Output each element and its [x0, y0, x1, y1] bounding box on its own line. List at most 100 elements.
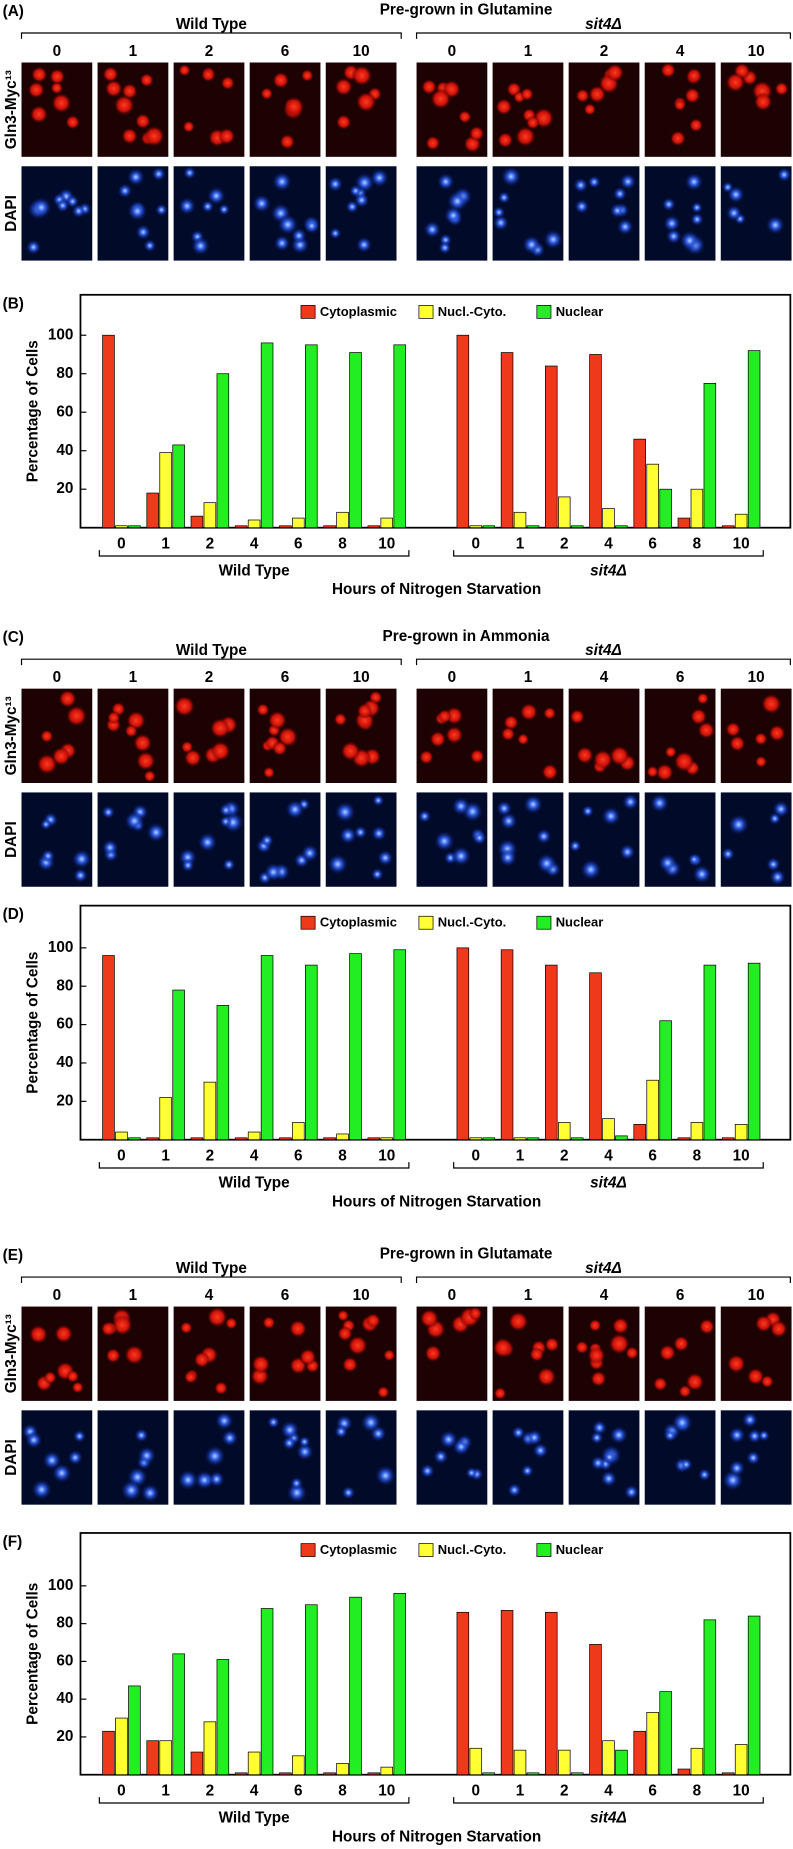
panel-label: (F)	[3, 1533, 23, 1550]
cell	[685, 1372, 705, 1392]
cell	[774, 81, 789, 96]
cell	[220, 76, 235, 91]
micrograph	[644, 166, 716, 261]
x-tick-label: 10	[733, 1147, 750, 1164]
y-axis-label: Percentage of Cells	[24, 952, 41, 1094]
bar	[349, 352, 362, 529]
bracket	[415, 32, 791, 39]
row-label: Gln3-Myc¹³	[3, 696, 20, 775]
group-label: sit4Δ	[590, 1809, 627, 1826]
micrograph	[97, 166, 169, 261]
bar	[323, 525, 336, 529]
cell	[251, 1354, 271, 1374]
bar	[336, 1133, 349, 1141]
time-label: 10	[748, 1287, 765, 1304]
y-tick-label: 100	[48, 1577, 74, 1594]
cell	[124, 1344, 145, 1365]
cell	[529, 1346, 545, 1362]
cell	[433, 1449, 449, 1465]
cell	[65, 115, 80, 130]
y-axis-label: Percentage of Cells	[24, 1583, 41, 1725]
bar	[336, 1763, 349, 1776]
x-tick-label: 8	[693, 1147, 702, 1164]
time-label: 10	[748, 43, 765, 60]
cell	[28, 1324, 48, 1344]
group-name: Wild Type	[176, 16, 247, 33]
bar	[703, 964, 717, 1141]
bracket	[20, 658, 402, 666]
cell	[496, 800, 513, 817]
bar	[349, 953, 362, 1141]
bar	[216, 1005, 230, 1141]
bar	[203, 1721, 217, 1776]
cell	[754, 1314, 773, 1333]
cell	[256, 703, 270, 717]
micrograph	[249, 1306, 321, 1401]
cell	[177, 1469, 199, 1491]
time-label: 0	[53, 43, 62, 60]
bar	[305, 964, 318, 1141]
bar	[734, 513, 748, 529]
time-label: 1	[129, 669, 138, 686]
cell	[659, 1344, 676, 1362]
cell	[511, 1425, 526, 1440]
x-tick-label: 4	[604, 535, 613, 552]
bar	[456, 947, 470, 1141]
micrograph	[325, 1410, 397, 1505]
cell	[568, 839, 582, 853]
time-label: 1	[129, 1287, 138, 1304]
bar	[482, 1772, 496, 1776]
cell	[25, 1431, 43, 1449]
time-label: 0	[448, 1287, 457, 1304]
cell	[492, 1337, 514, 1359]
bar	[633, 438, 646, 529]
x-tick-label: 8	[338, 535, 347, 552]
micrograph	[173, 792, 245, 887]
cell	[105, 1348, 121, 1364]
cell	[182, 120, 195, 133]
cell	[135, 113, 151, 130]
x-tick-label: 4	[250, 535, 259, 552]
cell	[569, 709, 585, 725]
bar	[677, 1768, 691, 1776]
panel-title: Pre-grown in Glutamine	[380, 2, 553, 19]
micrograph	[173, 688, 245, 783]
cell	[611, 1317, 630, 1335]
time-label: 6	[281, 669, 290, 686]
bar	[513, 1749, 527, 1776]
bar	[690, 488, 704, 529]
cell	[347, 1335, 368, 1356]
cell	[143, 125, 165, 147]
cell	[612, 186, 628, 201]
micrograph	[568, 1410, 640, 1505]
cell	[71, 1381, 84, 1394]
cell	[725, 72, 746, 93]
cell	[421, 79, 437, 95]
cell	[574, 199, 590, 214]
bar	[380, 517, 394, 529]
cell	[526, 1429, 543, 1446]
legend-swatch	[418, 305, 434, 319]
legend-label: Nucl.-Cyto.	[438, 915, 506, 930]
cell	[698, 1468, 711, 1482]
micrograph	[720, 688, 792, 783]
micrograph-bg	[416, 1410, 488, 1505]
cell	[31, 1479, 52, 1500]
legend-swatch	[300, 305, 316, 319]
bar	[260, 342, 274, 529]
bar	[128, 1137, 141, 1141]
row-label: DAPI	[3, 195, 20, 232]
bar	[128, 1685, 141, 1776]
cell	[272, 71, 290, 89]
cell	[135, 224, 151, 240]
micrograph	[644, 792, 716, 887]
group-label: sit4Δ	[590, 1174, 627, 1191]
bar	[482, 1137, 496, 1141]
cell	[499, 812, 518, 830]
cell	[600, 1470, 618, 1487]
cell	[329, 227, 342, 240]
cell	[581, 804, 595, 818]
legend-swatch	[418, 1543, 434, 1557]
cell	[136, 751, 156, 771]
cell	[155, 203, 168, 217]
